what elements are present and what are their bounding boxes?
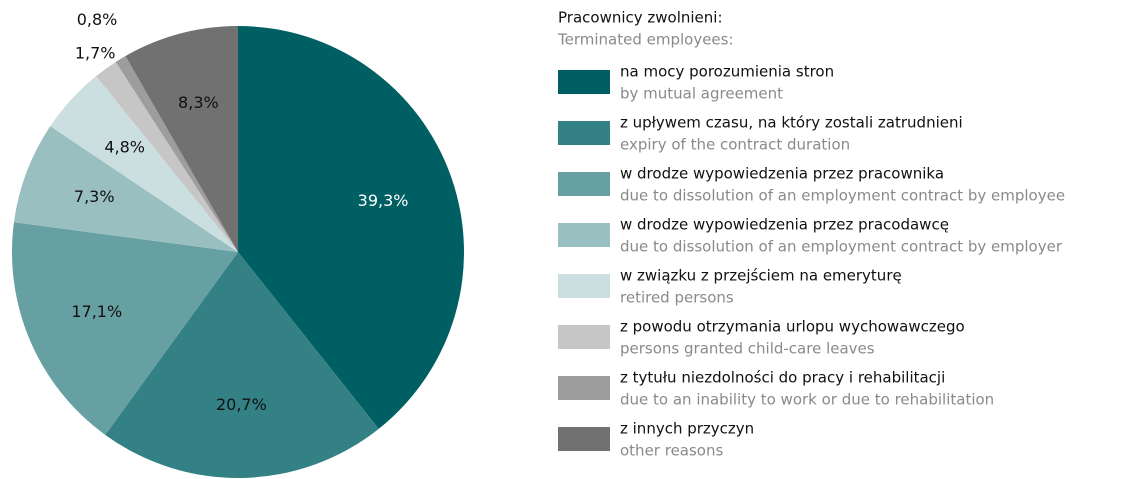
- pie-slice: [105, 252, 379, 478]
- legend-label: z innych przyczyn: [620, 420, 754, 438]
- data-label: 17,1%: [71, 302, 122, 321]
- pie-slice: [115, 56, 238, 252]
- legend-swatch: [558, 427, 610, 451]
- legend-label: w drodze wypowiedzenia przez pracodawcę: [620, 216, 949, 234]
- legend-label: z tytułu niezdolności do pracy i rehabil…: [620, 369, 945, 387]
- data-label: 0,8%: [77, 10, 118, 29]
- legend-label-en: due to dissolution of an employment cont…: [620, 238, 1063, 256]
- legend-label-en: other reasons: [620, 442, 723, 460]
- legend-swatch: [558, 223, 610, 247]
- pie-slice: [125, 26, 238, 252]
- legend-label: na mocy porozumienia stron: [620, 63, 834, 81]
- legend-label: z powodu otrzymania urlopu wychowawczego: [620, 318, 965, 336]
- pie-slice: [238, 26, 464, 429]
- data-label: 39,3%: [358, 191, 409, 210]
- pie-slice: [13, 126, 238, 252]
- legend-label-en: by mutual agreement: [620, 85, 783, 103]
- legend-label-en: due to an inability to work or due to re…: [620, 391, 994, 409]
- legend-swatch: [558, 121, 610, 145]
- legend-label: w drodze wypowiedzenia przez pracownika: [620, 165, 944, 183]
- data-label: 7,3%: [74, 187, 115, 206]
- legend-swatch: [558, 376, 610, 400]
- legend-label-en: persons granted child-care leaves: [620, 340, 875, 358]
- data-label: 20,7%: [216, 395, 267, 414]
- legend-swatch: [558, 274, 610, 298]
- pie-slice: [50, 76, 239, 252]
- data-label: 4,8%: [104, 138, 145, 157]
- legend-label: w związku z przejściem na emeryturę: [620, 267, 902, 285]
- data-label: 8,3%: [178, 93, 219, 112]
- legend-subtitle: Terminated employees:: [557, 31, 734, 49]
- legend-label-en: retired persons: [620, 289, 734, 307]
- data-label: 1,7%: [75, 44, 116, 63]
- legend-label-en: due to dissolution of an employment cont…: [620, 187, 1065, 205]
- legend-title: Pracownicy zwolnieni:: [558, 9, 723, 27]
- pie-slice: [96, 61, 238, 252]
- legend-label-en: expiry of the contract duration: [620, 136, 850, 154]
- legend-swatch: [558, 70, 610, 94]
- legend-swatch: [558, 172, 610, 196]
- legend-label: z upływem czasu, na który zostali zatrud…: [620, 114, 963, 132]
- pie-slice: [11, 222, 238, 435]
- legend-swatch: [558, 325, 610, 349]
